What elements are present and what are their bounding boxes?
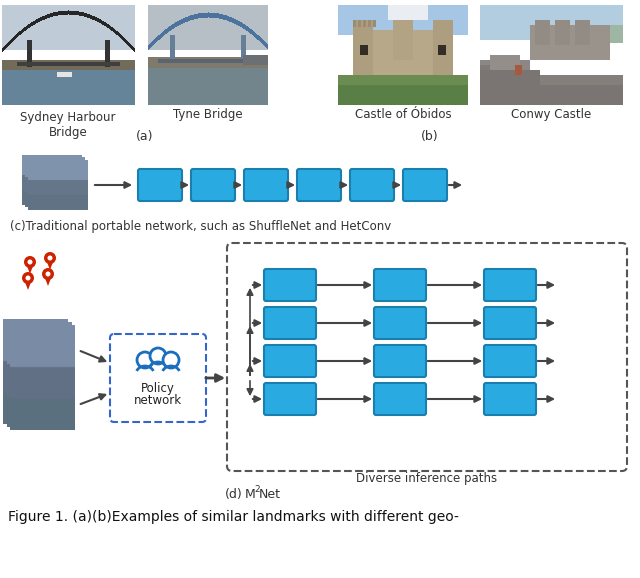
Text: Net: Net bbox=[259, 488, 281, 501]
FancyBboxPatch shape bbox=[484, 307, 536, 339]
FancyBboxPatch shape bbox=[264, 345, 316, 377]
Polygon shape bbox=[47, 262, 53, 270]
FancyBboxPatch shape bbox=[484, 345, 536, 377]
Circle shape bbox=[163, 352, 179, 368]
FancyBboxPatch shape bbox=[350, 169, 394, 201]
Text: Castle of Óbidos: Castle of Óbidos bbox=[355, 108, 451, 121]
Circle shape bbox=[45, 272, 51, 276]
Text: network: network bbox=[134, 394, 182, 407]
Circle shape bbox=[44, 252, 56, 264]
Text: (c)Traditional portable network, such as ShuffleNet and HetConv: (c)Traditional portable network, such as… bbox=[10, 220, 391, 233]
FancyBboxPatch shape bbox=[191, 169, 235, 201]
FancyBboxPatch shape bbox=[138, 169, 182, 201]
Polygon shape bbox=[45, 278, 51, 286]
Text: (a): (a) bbox=[136, 130, 154, 143]
FancyBboxPatch shape bbox=[403, 169, 447, 201]
Text: Sydney Harbour
Bridge: Sydney Harbour Bridge bbox=[20, 111, 116, 139]
Text: M: M bbox=[245, 488, 256, 501]
Text: Policy: Policy bbox=[141, 382, 175, 395]
FancyBboxPatch shape bbox=[110, 334, 206, 422]
Polygon shape bbox=[25, 282, 31, 290]
FancyBboxPatch shape bbox=[227, 243, 627, 471]
FancyBboxPatch shape bbox=[484, 383, 536, 415]
Text: (d): (d) bbox=[225, 488, 243, 501]
FancyBboxPatch shape bbox=[244, 169, 288, 201]
FancyBboxPatch shape bbox=[484, 269, 536, 301]
Text: Conwy Castle: Conwy Castle bbox=[511, 108, 591, 121]
FancyBboxPatch shape bbox=[374, 269, 426, 301]
Text: Figure 1. (a)(b)Examples of similar landmarks with different geo-: Figure 1. (a)(b)Examples of similar land… bbox=[8, 510, 459, 524]
Circle shape bbox=[28, 260, 33, 265]
FancyBboxPatch shape bbox=[374, 345, 426, 377]
Circle shape bbox=[26, 276, 31, 280]
Circle shape bbox=[150, 348, 166, 364]
Text: 2: 2 bbox=[254, 485, 260, 494]
Circle shape bbox=[24, 256, 36, 268]
FancyBboxPatch shape bbox=[264, 269, 316, 301]
Text: Diverse inference paths: Diverse inference paths bbox=[356, 472, 497, 485]
FancyBboxPatch shape bbox=[264, 307, 316, 339]
Text: (b): (b) bbox=[421, 130, 439, 143]
FancyBboxPatch shape bbox=[297, 169, 341, 201]
Circle shape bbox=[42, 268, 54, 280]
Polygon shape bbox=[27, 266, 33, 274]
Text: Tyne Bridge: Tyne Bridge bbox=[173, 108, 243, 121]
FancyBboxPatch shape bbox=[374, 307, 426, 339]
Circle shape bbox=[22, 272, 34, 284]
FancyBboxPatch shape bbox=[374, 383, 426, 415]
Circle shape bbox=[47, 255, 52, 261]
FancyBboxPatch shape bbox=[264, 383, 316, 415]
Circle shape bbox=[137, 352, 153, 368]
